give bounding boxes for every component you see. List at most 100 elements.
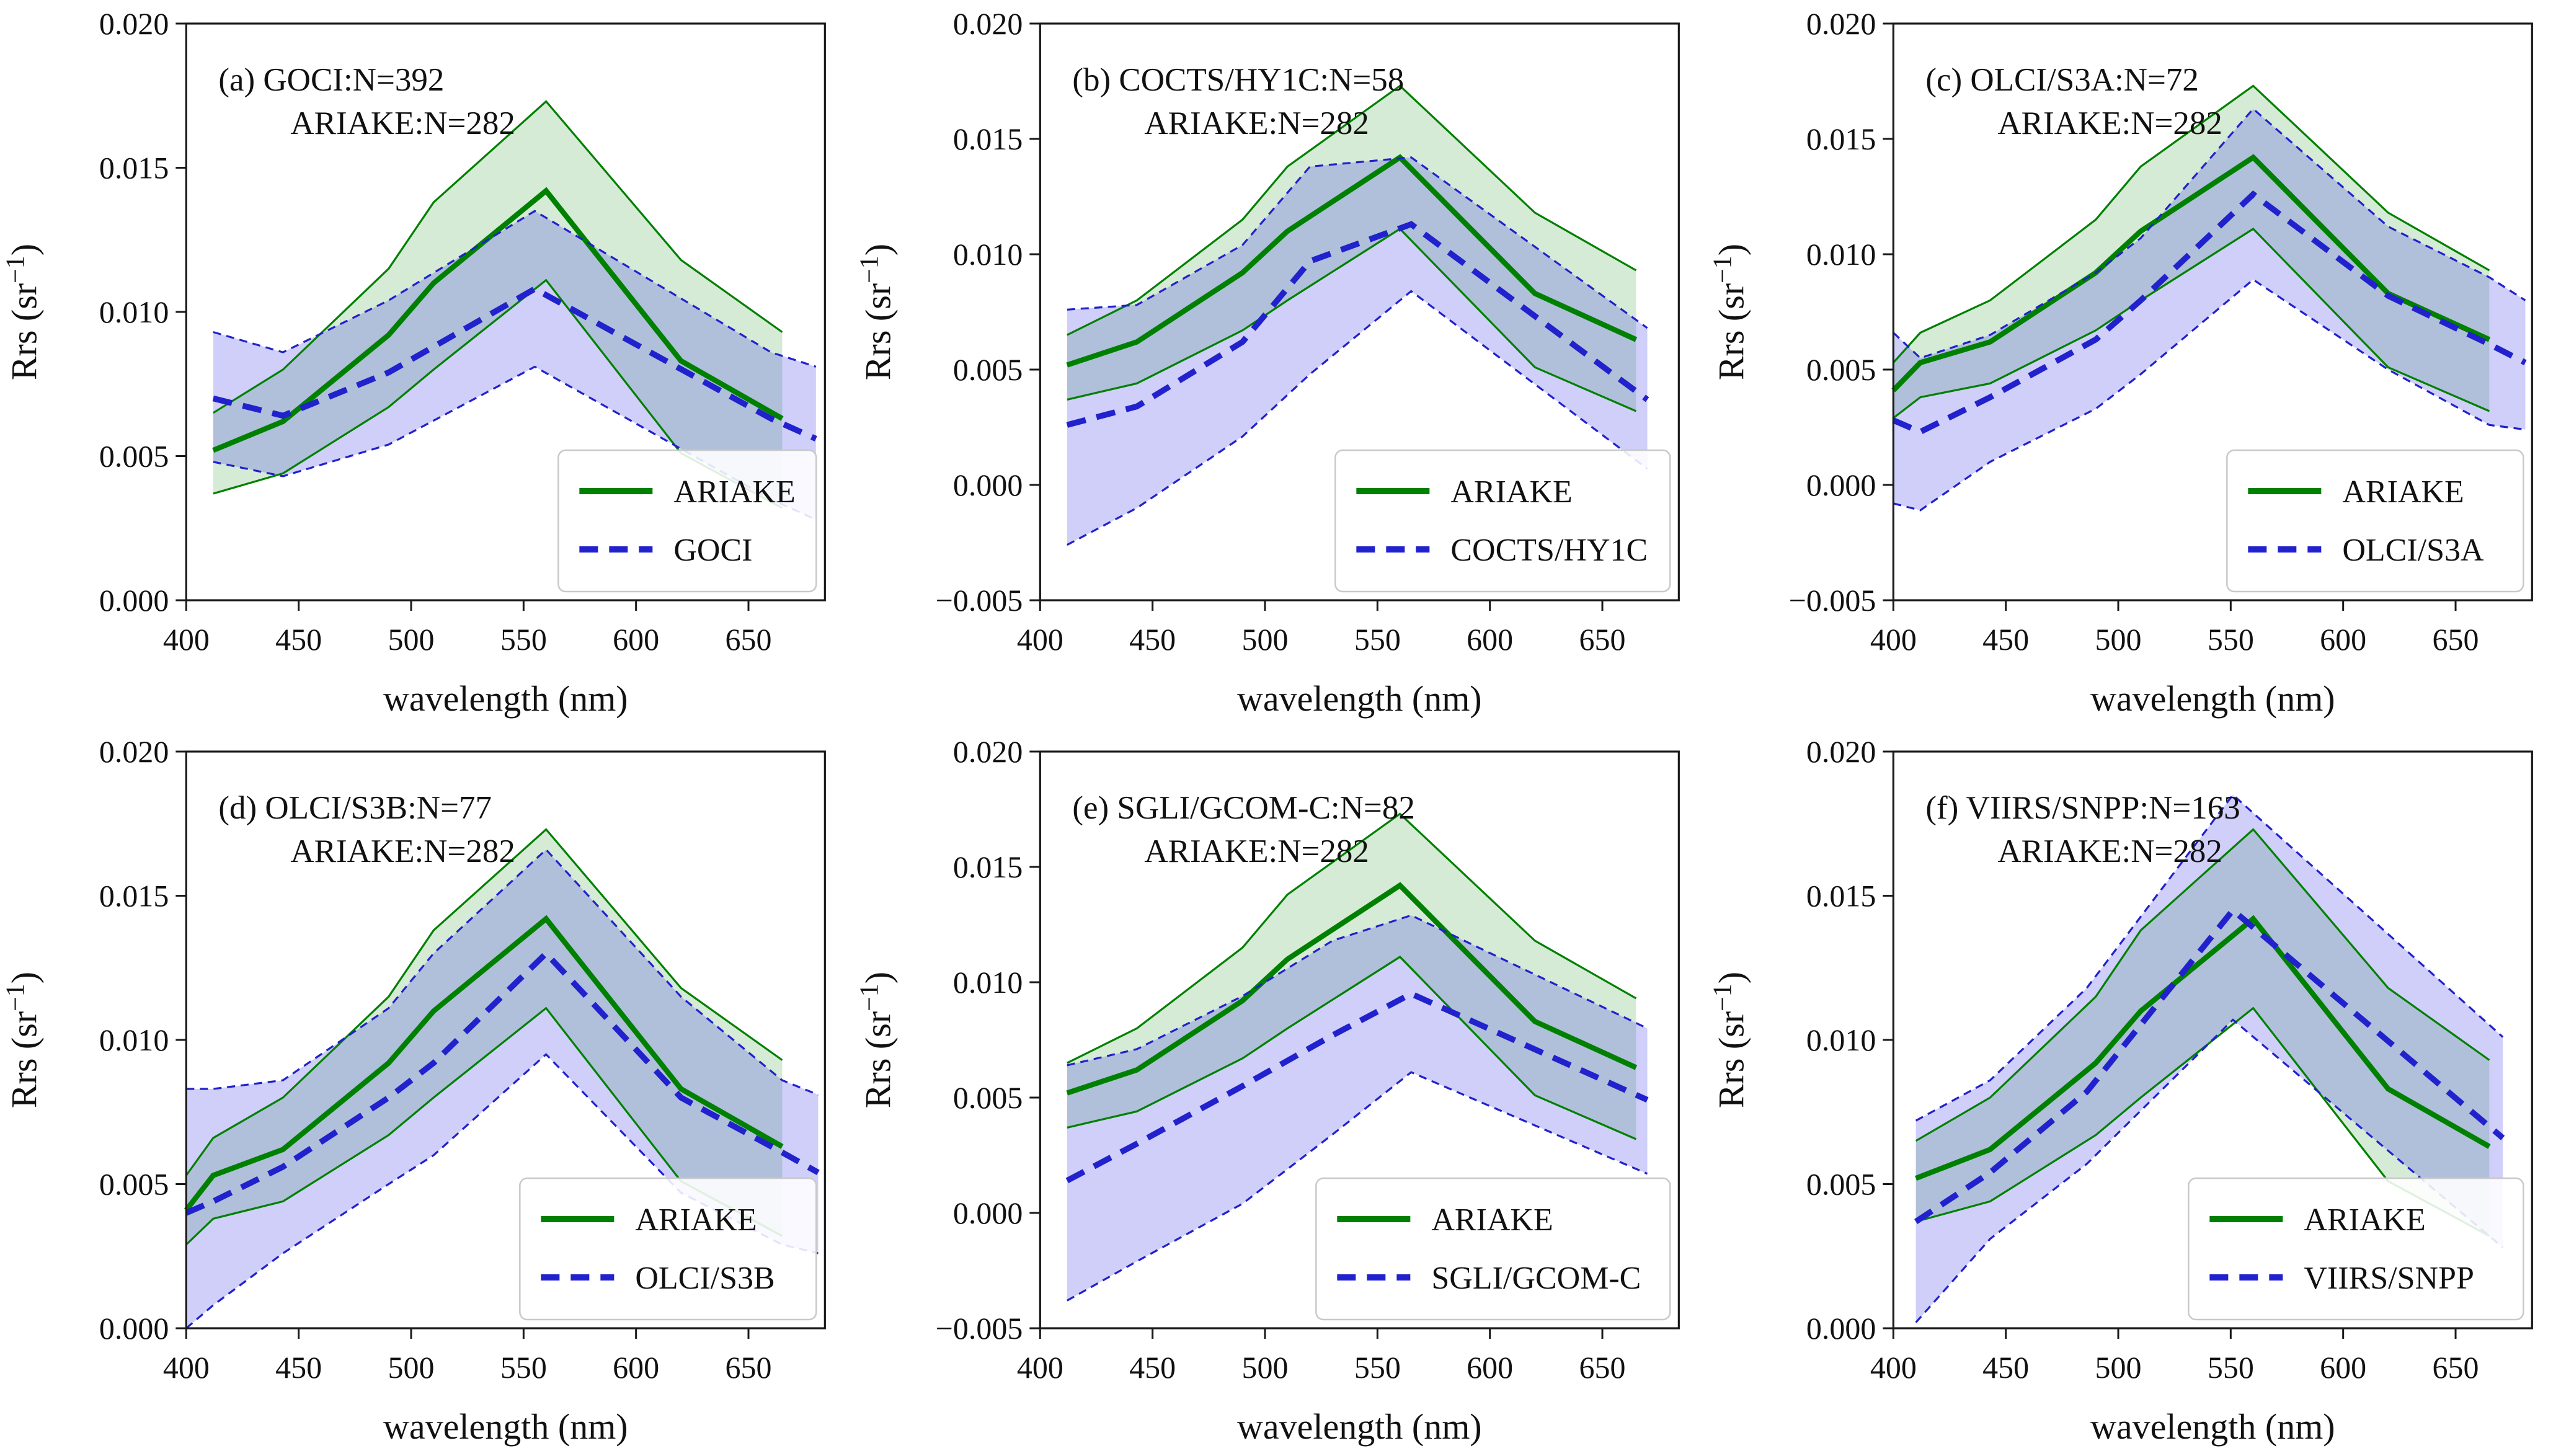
satellite-uncertainty-band [213,211,816,520]
y-tick-label: 0.010 [1806,1023,1876,1057]
chart-svg-(a): 400 450 500 550 600 650 0.000 0.005 0.010 0.015 0.… [1,6,826,719]
x-tick-label: 400 [1870,622,1917,657]
legend-label-satellite: SGLI/GCOM-C [1431,1261,1641,1296]
y-tick-label: −0.005 [1789,583,1876,618]
y-tick-label: 0.020 [1806,734,1876,769]
x-tick-label: 500 [1241,1350,1288,1385]
ariake-upper-border-line [185,828,783,1176]
y-tick-label: 0.015 [99,879,169,913]
legend-box [2188,1177,2524,1321]
x-axis-label: wavelength (nm) [1237,1406,1482,1447]
y-tick-label: 0.015 [1806,122,1876,156]
y-tick-label: 0.020 [99,734,169,769]
y-tick-label: 0.005 [99,439,169,474]
panel-title-line1: (d) OLCI/S3B:N=77 [218,790,492,826]
panel-title-line1: (b) COCTS/HY1C:N=58 [1072,62,1404,98]
ariake-upper-border-line [1066,84,1636,336]
y-tick-label: 0.000 [99,583,169,618]
cocts-hy1c-upper-border-line [1067,156,1648,329]
x-tick-label: 400 [163,1350,210,1385]
panel-title-line2: ARIAKE:N=282 [1998,105,2223,141]
legend-label-satellite: OLCI/S3B [635,1261,775,1296]
y-axis-label: Rrs (sr−1) [1709,972,1752,1108]
chart-panel-a: 400 450 500 550 600 650 0.000 0.005 0.010 0.015 0.… [0,0,854,728]
chart-svg-(f): 400 450 500 550 600 650 0.000 0.005 0.010 0.015 0.… [1709,734,2534,1447]
x-tick-label: 400 [163,622,210,657]
y-tick-label: 0.000 [952,468,1023,502]
x-tick-label: 650 [1579,622,1625,657]
legend-box [1334,449,1671,593]
y-tick-label: 0.015 [952,122,1023,156]
axes-spines [1039,750,1680,1329]
y-tick-label: −0.005 [935,1311,1023,1346]
viirs-snpp-lower-border-line [1915,1018,2504,1323]
y-tick-label: 0.005 [99,1167,169,1202]
legend-label-ariake: ARIAKE [1431,1202,1553,1238]
y-axis-label: Rrs (sr−1) [855,972,898,1108]
x-tick-label: 600 [2320,622,2367,657]
viirs-snpp-mean-line [1914,906,2505,1224]
ariake-lower-border-line [185,1006,783,1246]
y-axis-label: Rrs (sr−1) [855,244,898,380]
panel-title-line1: (e) SGLI/GCOM-C:N=82 [1072,790,1415,826]
panel-title-line2: ARIAKE:N=282 [290,833,515,869]
x-tick-label: 400 [1016,1350,1063,1385]
ariake-uncertainty-band [213,101,783,508]
ariake-mean-line [1066,154,1637,368]
sgli-gcom-c-upper-border-line [1067,914,1648,1067]
satellite-uncertainty-band [186,850,819,1328]
y-tick-label: 0.010 [1806,237,1876,272]
x-tick-label: 500 [2095,622,2142,657]
satellite-uncertainty-band [1067,157,1648,545]
x-tick-label: 500 [388,622,435,657]
x-tick-label: 550 [2208,622,2254,657]
x-tick-label: 400 [1870,1350,1917,1385]
ariake-mean-line [184,915,784,1212]
x-axis-label: wavelength (nm) [1237,678,1482,719]
legend-box [2226,449,2524,593]
x-axis-label: wavelength (nm) [2090,1406,2335,1447]
sgli-gcom-c-mean-line [1065,990,1649,1184]
satellite-uncertainty-band [1893,109,2526,510]
legend-box [519,1177,817,1321]
panel-title-line1: (f) VIIRS/SNPP:N=163 [1926,790,2240,826]
y-tick-label: 0.000 [952,1196,1023,1230]
legend-label-ariake: ARIAKE [673,474,795,510]
x-tick-label: 500 [388,1350,435,1385]
chart-panel-f: 400 450 500 550 600 650 0.000 0.005 0.010 0.015 0.… [1707,728,2561,1456]
ariake-lower-border-line [1893,228,2490,419]
x-tick-label: 600 [613,622,659,657]
chart-panel-b: 400 450 500 550 600 650 −0.005 0.000 0.005 0.010 0… [854,0,1708,728]
chart-panel-d: 400 450 500 550 600 650 0.000 0.005 0.010 0.015 0.… [0,728,854,1456]
x-tick-label: 550 [500,1350,547,1385]
y-tick-label: 0.005 [952,352,1023,387]
panel-title-line2: ARIAKE:N=282 [290,105,515,141]
y-axis-label: Rrs (sr−1) [1,972,44,1108]
x-tick-label: 500 [1241,622,1288,657]
goci-lower-border-line [213,365,817,521]
chart-panel-e: 400 450 500 550 600 650 −0.005 0.000 0.005 0.010 0… [854,728,1708,1456]
x-tick-label: 400 [1016,622,1063,657]
legend-label-satellite: VIIRS/SNPP [2304,1261,2475,1296]
panel-title-line1: (a) GOCI:N=392 [218,62,444,98]
axes-spines [1893,22,2534,601]
x-axis-label: wavelength (nm) [383,1406,628,1447]
cocts-hy1c-lower-border-line [1066,290,1648,546]
x-tick-label: 450 [1129,1350,1176,1385]
y-tick-label: 0.005 [1806,352,1876,387]
x-tick-label: 600 [1467,622,1513,657]
chart-svg-(b): 400 450 500 550 600 650 −0.005 0.000 0.005 0.010 0… [855,6,1680,719]
y-tick-label: −0.005 [935,583,1023,618]
legend-label-ariake: ARIAKE [635,1202,757,1238]
y-tick-label: 0.010 [952,965,1023,1000]
legend-label-satellite: GOCI [673,533,752,568]
legend-box [1315,1177,1671,1321]
y-tick-label: 0.005 [952,1080,1023,1115]
y-axis-label: Rrs (sr−1) [1709,244,1752,380]
chart-svg-(e): 400 450 500 550 600 650 −0.005 0.000 0.005 0.010 0… [855,734,1680,1447]
x-tick-label: 650 [2433,622,2479,657]
y-tick-label: 0.020 [952,6,1023,41]
olci-s3b-lower-border-line [185,1053,819,1329]
sgli-gcom-c-lower-border-line [1066,1071,1648,1302]
